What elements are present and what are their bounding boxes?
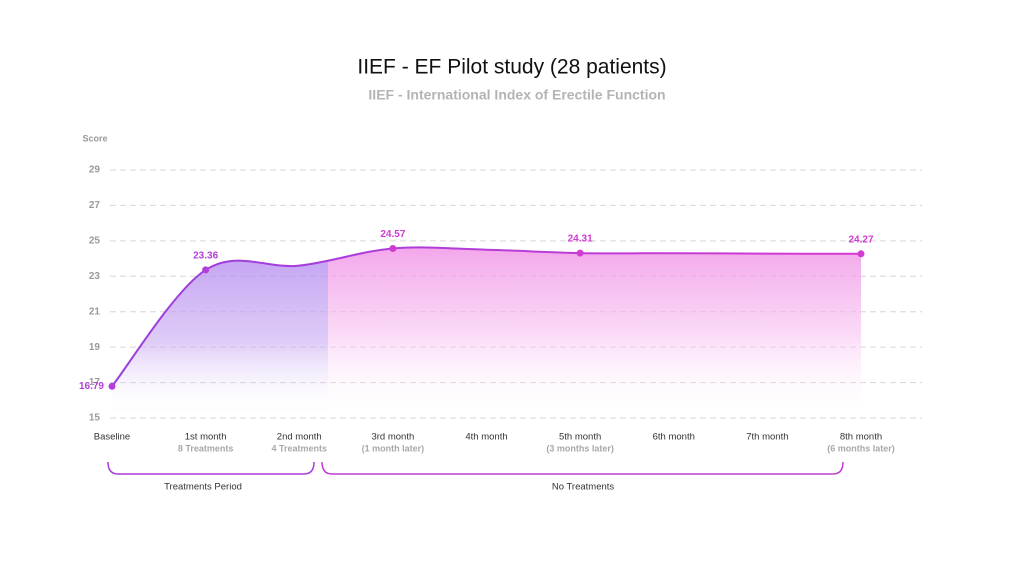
point [576,249,584,257]
point [202,266,210,274]
x-tick-note: (6 months later) [827,443,895,453]
y-tick-label: 27 [89,200,101,211]
period-label: No Treatments [552,482,615,493]
period-bracket [321,461,844,475]
data-label: 24.57 [380,229,405,240]
data-label: 24.31 [568,234,593,245]
period-bracket [107,461,315,475]
x-tick-label: 6th month [653,432,695,443]
line [111,246,862,387]
x-tick-note: (3 months later) [546,443,614,453]
data-label: 16.79 [79,381,104,392]
x-tick-label: 5th month [559,432,601,443]
x-tick-note: (1 month later) [362,443,425,453]
y-tick-label: 19 [89,342,101,353]
y-tick-label: 25 [89,235,101,246]
period-label: Treatments Period [164,482,242,493]
x-tick-label: Baseline [94,432,130,443]
y-tick-label: 29 [89,165,101,176]
point [389,244,397,252]
x-tick-label: 3rd month [371,432,414,443]
x-tick-label: 1st month [185,432,227,443]
x-tick-note: 4 Treatments [271,443,327,453]
data-label: 24.27 [848,234,873,245]
x-tick-label: 2nd month [277,432,322,443]
area [112,260,328,418]
point [108,382,116,390]
x-tick-note: 8 Treatments [178,443,234,453]
chart-subtitle: IIEF - International Index of Erectile F… [368,87,665,103]
area [328,247,861,418]
y-tick-label: 21 [89,306,101,317]
y-tick-label: 17 [89,377,101,388]
chart-title: IIEF - EF Pilot study (28 patients) [357,56,666,79]
y-tick-label: 15 [89,413,101,424]
y-axis-label: Score [82,133,107,143]
x-tick-label: 7th month [746,432,788,443]
point [857,250,865,258]
x-tick-label: 8th month [840,432,882,443]
y-tick-label: 23 [89,271,101,282]
data-label: 23.36 [193,251,218,262]
x-tick-label: 4th month [465,432,507,443]
